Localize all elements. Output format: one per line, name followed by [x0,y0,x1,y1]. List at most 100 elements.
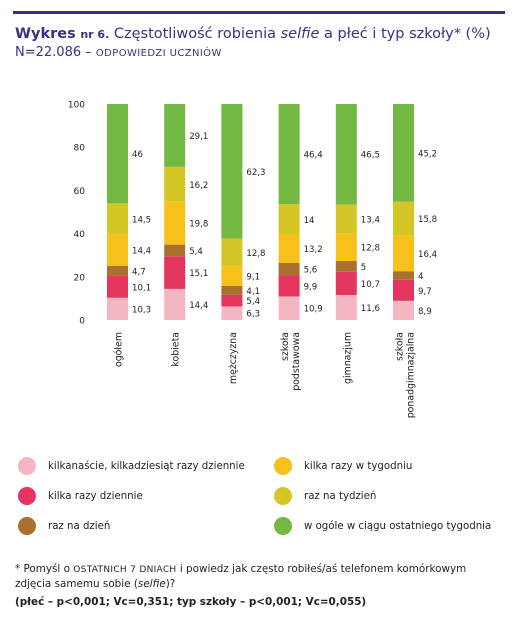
data-label: 5,4 [189,247,203,257]
title-number: nr 6. [80,28,110,41]
bar-segment [278,296,300,320]
legend-swatch [274,457,292,475]
category-label-line: ogółem [114,332,125,367]
y-tick-label: 20 [74,273,86,283]
title-suffix: a płeć i typ szkoły* (%) [324,26,491,42]
bar-segment [393,300,414,320]
subtitle-n: N=22.086 – [15,45,92,60]
footnote-part2: i powiedz jak często robiłeś/aś telefone… [15,563,467,590]
data-label: 15,1 [189,269,208,279]
legend-swatch [18,487,36,505]
data-label: 10,3 [132,305,151,315]
bar-segment [335,294,357,320]
legend-swatch [18,457,36,475]
footnote-caps: OSTATNICH 7 DNIACH [73,565,177,575]
legend-label: raz na dzień [48,520,111,532]
footnote: * Pomyśl o OSTATNICH 7 DNIACH i powiedz … [15,562,505,591]
legend-item: kilkanaście, kilkadziesiąt razy dziennie [18,457,245,475]
chart-title: Wykres nr 6. Częstotliwość robienia self… [15,25,491,44]
title-prefix: Wykres [15,26,76,42]
data-label: 45,2 [418,149,437,159]
y-tick-label: 0 [79,317,85,327]
data-label: 29,1 [189,132,208,142]
subtitle-caps: ODPOWIEDZI UCZNIÓW [95,48,222,59]
bar-segment [393,279,414,301]
category-label-line: szkoła [395,332,406,361]
title-italic: selfie [280,26,320,42]
footnote-part1: * Pomyśl o [15,563,70,575]
chart-subtitle: N=22.086 – ODPOWIEDZI UCZNIÓW [15,44,222,63]
legend-item: raz na dzień [18,517,110,535]
data-label: 12,8 [246,249,265,259]
legend-swatch [18,517,36,535]
bar-segment [164,166,186,202]
bar-segment [221,238,243,267]
data-label: 46,5 [361,151,380,161]
bar-segment [393,201,414,236]
category-label: szkołapodstawowa [280,332,302,391]
bar-segment [335,271,357,295]
bar-segment [164,256,186,289]
bar-segment [164,201,186,245]
data-label: 15,8 [418,215,437,225]
bar-segment [393,271,414,280]
data-label: 62,3 [246,168,265,178]
data-label: 10,9 [304,305,323,315]
data-label: 5,6 [304,266,318,276]
footnote-part3: )? [165,578,176,590]
bar-segment [335,233,357,262]
legend-label: kilka razy w tygodniu [304,460,413,472]
bar-segment [107,234,128,266]
y-tick-label: 100 [68,101,85,111]
category-label: gimnazjum [342,332,353,384]
data-label: 16,2 [189,181,208,191]
bar-segment [107,297,128,320]
category-label-line: ponadgimnazjalna [406,332,417,418]
data-label: 12,8 [361,244,380,254]
y-tick-label: 80 [74,144,86,154]
legend-label: raz na tydzień [304,490,377,502]
bar-segment [335,104,357,205]
data-label: 14,4 [189,301,208,311]
legend-label: kilka razy dziennie [48,490,143,502]
category-label: mężczyzna [228,332,239,384]
bar-segment [278,275,300,297]
category-label: kobieta [171,332,182,367]
data-label: 13,2 [304,245,323,255]
category-label-line: kobieta [171,332,182,367]
bar-segment [335,204,357,234]
bar-segment [221,266,243,286]
y-tick-label: 60 [74,187,86,197]
data-label: 10,1 [132,283,151,293]
bar-segment [221,294,243,307]
legend-label: kilkanaście, kilkadziesiąt razy dziennie [48,460,245,472]
legend-item: kilka razy w tygodniu [274,457,412,475]
category-label: szkołaponadgimnazjalna [395,332,417,418]
bar-segment [278,204,300,235]
data-label: 11,6 [361,304,380,314]
data-label: 5,4 [246,297,260,307]
bar-segment [107,275,128,298]
legend-swatch [274,517,292,535]
bar-segment [393,104,414,202]
footnote-italic: selfie [137,578,166,590]
bar-segment [164,104,186,167]
data-label: 19,8 [189,220,208,230]
data-label: 5 [361,263,366,273]
bar-segment [164,288,186,320]
legend-item: w ogóle w ciągu ostatniego tygodnia [274,517,491,535]
y-tick-label: 40 [74,230,86,240]
data-label: 46 [132,150,143,160]
legend-item: kilka razy dziennie [18,487,143,505]
data-label: 14,5 [132,216,151,226]
bar-segment [221,285,243,295]
data-label: 9,9 [304,282,318,292]
data-label: 16,4 [418,250,437,260]
bar-segment [278,234,300,263]
data-label: 46,4 [304,151,323,161]
bar-segment [393,235,414,272]
data-label: 10,7 [361,280,380,290]
title-text: Częstotliwość robienia [113,26,277,42]
